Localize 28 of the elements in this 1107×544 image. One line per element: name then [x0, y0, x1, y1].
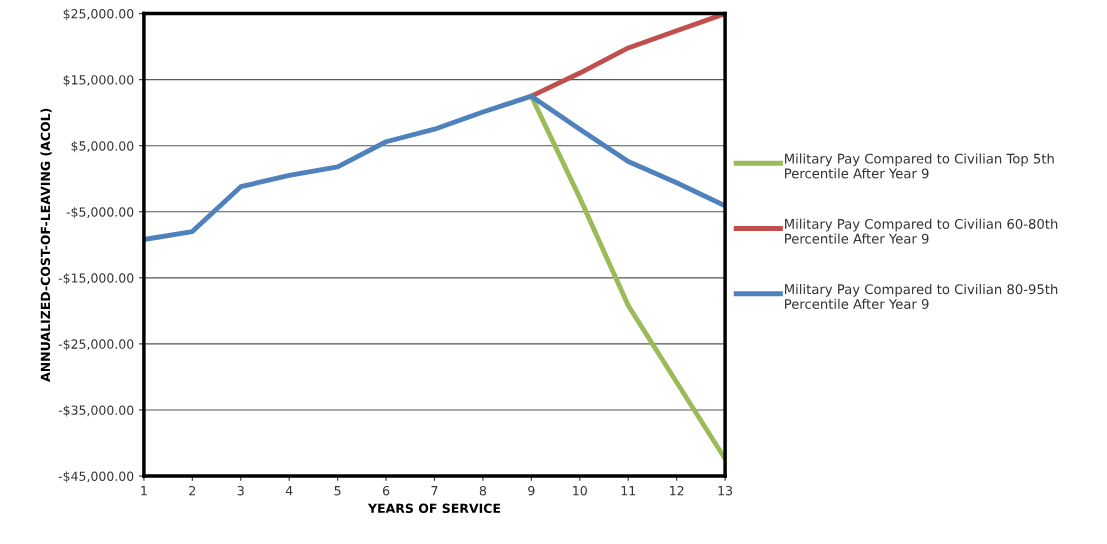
- x-tick-label: 5: [334, 486, 341, 496]
- y-tick-label: $25,000.00: [63, 8, 134, 21]
- x-tick-label: 9: [528, 485, 535, 496]
- x-tick-label: 12: [670, 485, 684, 496]
- y-tick-label: -$15,000.00: [58, 273, 134, 285]
- legend-label: Military Pay Compared to Civilian Top 5th Percentile After Year 9: [785, 153, 1054, 179]
- x-axis-title: YEARS OF SERVICE: [367, 503, 501, 514]
- y-tick-label: $5,000.00: [71, 140, 134, 153]
- x-tick-label: 13: [718, 485, 733, 496]
- x-tick-label: 7: [431, 486, 438, 496]
- line-series: [528, 13, 726, 99]
- x-tick-label: 2: [189, 485, 196, 496]
- x-tick-label: 11: [621, 486, 636, 496]
- x-tick-label: 3: [237, 485, 244, 496]
- y-tick-label: -$25,000.00: [58, 339, 134, 351]
- legend-label: Military Pay Compared to Civilian 60-80th Percentile After Year 9: [785, 218, 1058, 244]
- x-tick-label: 8: [479, 485, 487, 496]
- legend-label: Military Pay Compared to Civilian 80-95th Percentile After Year 9: [785, 283, 1058, 309]
- y-tick-label: -$5,000.00: [66, 207, 134, 219]
- y-tick-label: -$45,000.00: [58, 471, 134, 483]
- x-tick-label: 6: [382, 485, 390, 496]
- y-tick-label: $15,000.00: [63, 74, 134, 87]
- y-tick-label: -$35,000.00: [58, 405, 134, 417]
- x-tick-label: 4: [285, 486, 293, 496]
- line-series: [143, 93, 726, 242]
- x-tick-label: 10: [573, 485, 587, 496]
- y-axis-title: ANNUALIZED-COST-OF-LEAVING (ACOL): [40, 108, 52, 382]
- x-tick-label: 1: [141, 486, 147, 496]
